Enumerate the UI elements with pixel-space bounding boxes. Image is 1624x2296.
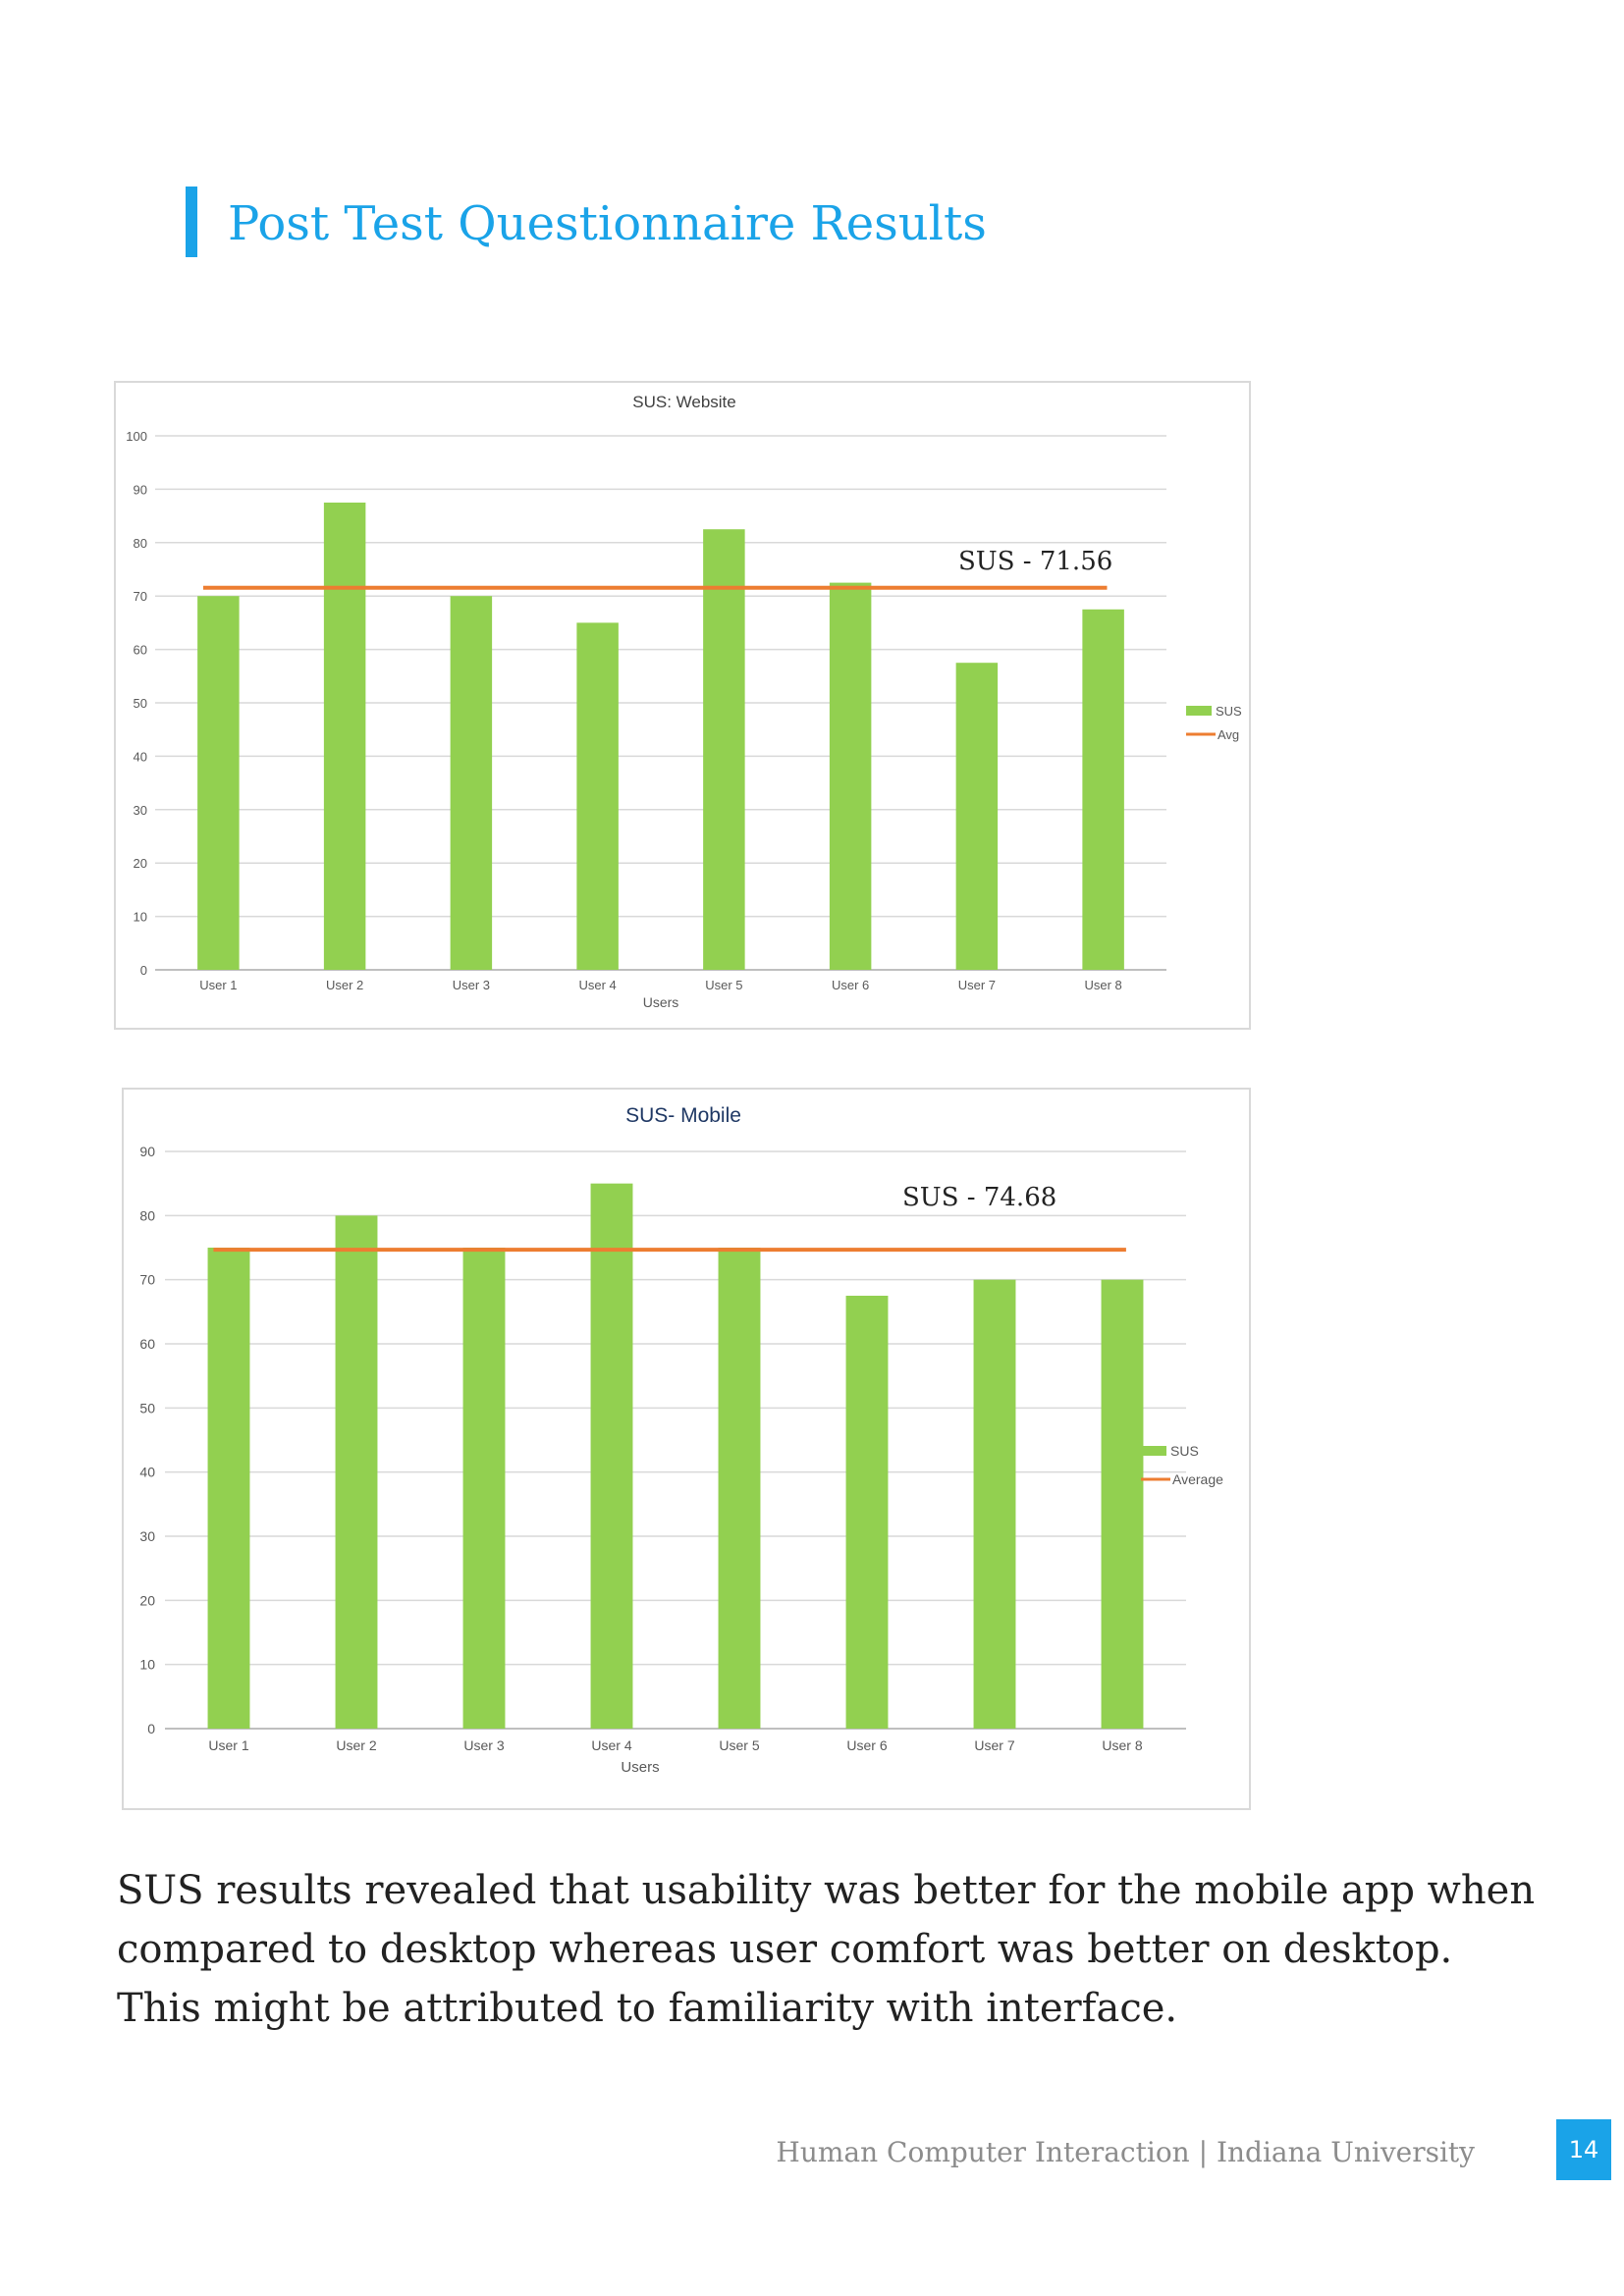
y-tick-label: 90	[139, 1144, 155, 1159]
y-tick-label: 100	[126, 429, 147, 444]
bar-8	[1082, 609, 1124, 970]
bar-5	[718, 1248, 761, 1729]
average-annotation: SUS - 74.68	[902, 1183, 1056, 1212]
x-tick-label: User 2	[326, 978, 363, 992]
x-tick-label: User 1	[208, 1737, 248, 1753]
y-tick-label: 90	[134, 482, 147, 497]
legend-swatch-bars	[1186, 706, 1212, 716]
y-tick-label: 0	[147, 1721, 155, 1736]
x-tick-label: User 1	[199, 978, 237, 992]
x-tick-label: User 6	[846, 1737, 887, 1753]
y-tick-label: 40	[134, 749, 147, 764]
y-tick-label: 20	[139, 1592, 155, 1608]
summary-line: This might be attributed to familiarity …	[117, 1986, 1178, 2031]
y-tick-label: 70	[139, 1272, 155, 1288]
x-tick-label: User 2	[336, 1737, 376, 1753]
sus-mobile-chart: SUS- Mobile 0 10 20 30 40 50 60 70 80 90 User 1 User…	[122, 1088, 1251, 1810]
bar-6	[845, 1296, 889, 1729]
bar-1	[197, 596, 240, 970]
y-tick-label: 50	[134, 696, 147, 711]
x-axis-label: Users	[643, 994, 679, 1010]
bar-7	[973, 1279, 1016, 1729]
summary-line: SUS results revealed that usability was …	[117, 1868, 1536, 1913]
bar-4	[590, 1183, 633, 1729]
y-tick-label: 30	[134, 803, 147, 818]
bar-3	[462, 1248, 506, 1729]
legend-label: SUS	[1216, 704, 1242, 719]
bar-2	[323, 503, 366, 970]
bar-2	[335, 1215, 378, 1729]
x-tick-label: User 3	[453, 978, 490, 992]
bar-4	[576, 622, 619, 970]
sus-website-chart-svg: SUS: Website 0 10 20 30 40 50 60 70 80 90 100 User 1…	[126, 393, 1242, 1010]
summary-line: compared to desktop whereas user comfort…	[117, 1927, 1453, 1972]
x-tick-label: User 7	[974, 1737, 1014, 1753]
x-tick-label: User 8	[1084, 978, 1121, 992]
summary-paragraph: SUS results revealed that usability was …	[117, 1861, 1536, 2038]
y-tick-label: 40	[139, 1465, 155, 1480]
y-tick-label: 70	[134, 589, 147, 604]
sus-mobile-chart-svg: SUS- Mobile 0 10 20 30 40 50 60 70 80 90 User 1 User…	[139, 1104, 1223, 1776]
legend-label: Avg	[1218, 727, 1239, 742]
x-tick-label: User 3	[463, 1737, 504, 1753]
bar-7	[955, 663, 999, 970]
x-tick-label: User 4	[591, 1737, 631, 1753]
legend-swatch-bars	[1141, 1446, 1166, 1456]
x-tick-label: User 4	[578, 978, 616, 992]
x-axis-label: Users	[621, 1759, 659, 1776]
x-tick-label: User 5	[719, 1737, 759, 1753]
chart-title: SUS- Mobile	[625, 1104, 741, 1127]
page-number-badge: 14	[1556, 2119, 1611, 2180]
y-tick-label: 60	[134, 643, 147, 658]
bar-5	[703, 529, 745, 970]
page-title: Post Test Questionnaire Results	[228, 196, 987, 251]
bar-1	[207, 1248, 250, 1729]
sus-website-chart: SUS: Website 0 10 20 30 40 50 60 70 80 90 100 User 1…	[114, 381, 1251, 1030]
bar-6	[829, 582, 872, 970]
y-tick-label: 80	[139, 1207, 155, 1223]
bar-8	[1101, 1279, 1144, 1729]
average-annotation: SUS - 71.56	[958, 547, 1112, 576]
y-tick-label: 80	[134, 536, 147, 551]
footer-text: Human Computer Interaction | Indiana Uni…	[776, 2136, 1475, 2168]
y-tick-label: 10	[139, 1657, 155, 1673]
x-tick-label: User 5	[705, 978, 742, 992]
title-accent-bar	[186, 187, 197, 257]
y-tick-label: 0	[140, 963, 147, 978]
y-tick-label: 30	[139, 1528, 155, 1544]
y-tick-label: 50	[139, 1400, 155, 1415]
legend-label: SUS	[1170, 1443, 1199, 1459]
y-tick-label: 20	[134, 856, 147, 871]
y-tick-label: 60	[139, 1336, 155, 1352]
x-tick-label: User 6	[832, 978, 869, 992]
legend-label: Average	[1172, 1471, 1223, 1487]
y-tick-label: 10	[134, 910, 147, 925]
x-tick-label: User 8	[1102, 1737, 1142, 1753]
x-tick-label: User 7	[958, 978, 996, 992]
bar-3	[450, 596, 493, 970]
chart-title: SUS: Website	[632, 393, 736, 411]
